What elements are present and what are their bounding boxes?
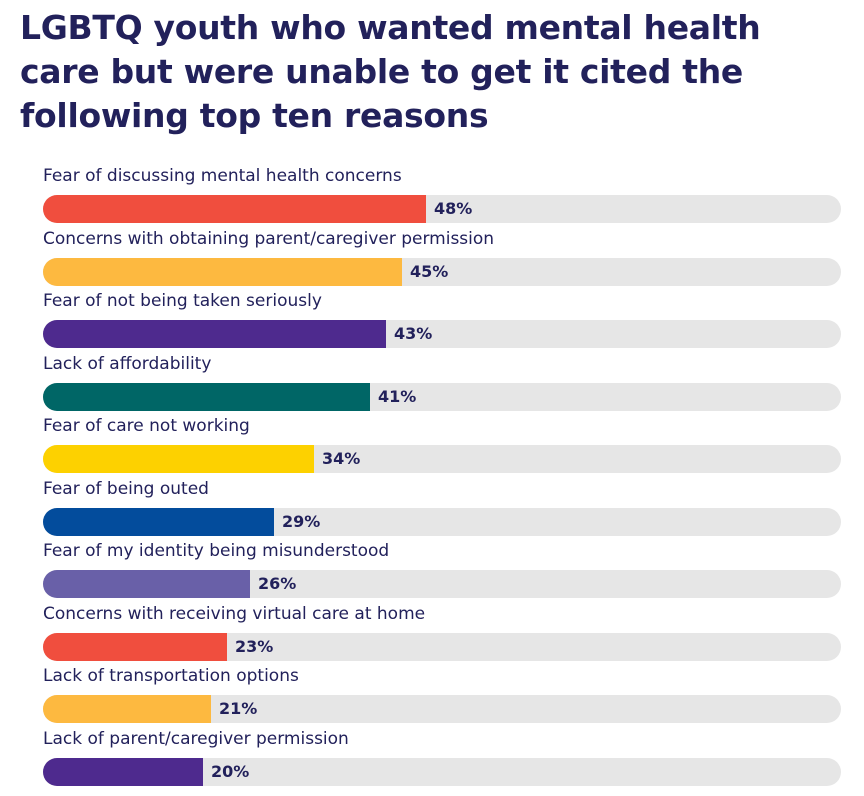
bar-category-label: Fear of not being taken seriously xyxy=(43,291,322,311)
bar-fill xyxy=(43,757,203,786)
bar-fill xyxy=(43,695,211,723)
bar-row: Lack of transportation options 21% xyxy=(0,665,864,727)
bar-category-label: Fear of my identity being misunderstood xyxy=(43,541,390,561)
bar-fill xyxy=(43,507,274,536)
bar-category-label: Concerns with receiving virtual care at … xyxy=(43,603,426,624)
bar-category-label: Fear of care not working xyxy=(43,416,250,436)
bar-track: 43% xyxy=(43,320,841,348)
bar-value-label: 48% xyxy=(434,199,473,218)
bar-category-label: Fear of being outed xyxy=(43,478,209,499)
bar-row: Fear of being outed 29% xyxy=(0,478,864,540)
bar-fill xyxy=(43,445,314,473)
bar-track: 41% xyxy=(43,382,841,411)
bar-row: Fear of not being taken seriously 43% xyxy=(0,290,864,352)
bar-category-label: Lack of transportation options xyxy=(43,666,299,686)
bar-track: 29% xyxy=(43,507,841,536)
bar-track: 20% xyxy=(43,757,841,786)
bar-track: 23% xyxy=(43,632,841,661)
bar-track: 34% xyxy=(43,445,841,473)
bar-value-label: 29% xyxy=(282,511,321,531)
bar-value-label: 21% xyxy=(219,699,258,718)
bar-fill xyxy=(43,195,426,223)
bar-value-label: 34% xyxy=(322,449,361,468)
bar-row: Lack of affordability 41% xyxy=(0,353,864,415)
bar-value-label: 41% xyxy=(378,386,417,406)
bar-category-label: Concerns with obtaining parent/caregiver… xyxy=(43,228,495,249)
bar-row: Lack of parent/caregiver permission 20% xyxy=(0,728,864,790)
bar-row: Fear of care not working 34% xyxy=(0,415,864,477)
bar-track: 21% xyxy=(43,695,841,723)
bar-value-label: 45% xyxy=(410,261,449,281)
bar-row: Fear of discussing mental health concern… xyxy=(0,165,864,227)
bar-fill xyxy=(43,320,386,348)
bar-fill xyxy=(43,632,227,661)
bar-category-label: Lack of parent/caregiver permission xyxy=(43,728,349,749)
bar-fill xyxy=(43,257,402,286)
bar-fill xyxy=(43,382,370,411)
bar-track: 45% xyxy=(43,257,841,286)
bar-value-label: 26% xyxy=(258,574,297,593)
bar-value-label: 43% xyxy=(394,324,433,343)
bar-row: Concerns with receiving virtual care at … xyxy=(0,603,864,665)
bar-track: 26% xyxy=(43,570,841,598)
bar-row: Fear of my identity being misunderstood 2… xyxy=(0,540,864,602)
bar-row: Concerns with obtaining parent/caregiver… xyxy=(0,228,864,290)
bar-value-label: 20% xyxy=(211,761,250,781)
chart-title: LGBTQ youth who wanted mental health car… xyxy=(20,8,761,135)
bar-track: 48% xyxy=(43,195,841,223)
bar-category-label: Lack of affordability xyxy=(43,353,212,374)
bar-fill xyxy=(43,570,250,598)
bar-value-label: 23% xyxy=(235,636,274,656)
bar-category-label: Fear of discussing mental health concern… xyxy=(43,166,402,186)
